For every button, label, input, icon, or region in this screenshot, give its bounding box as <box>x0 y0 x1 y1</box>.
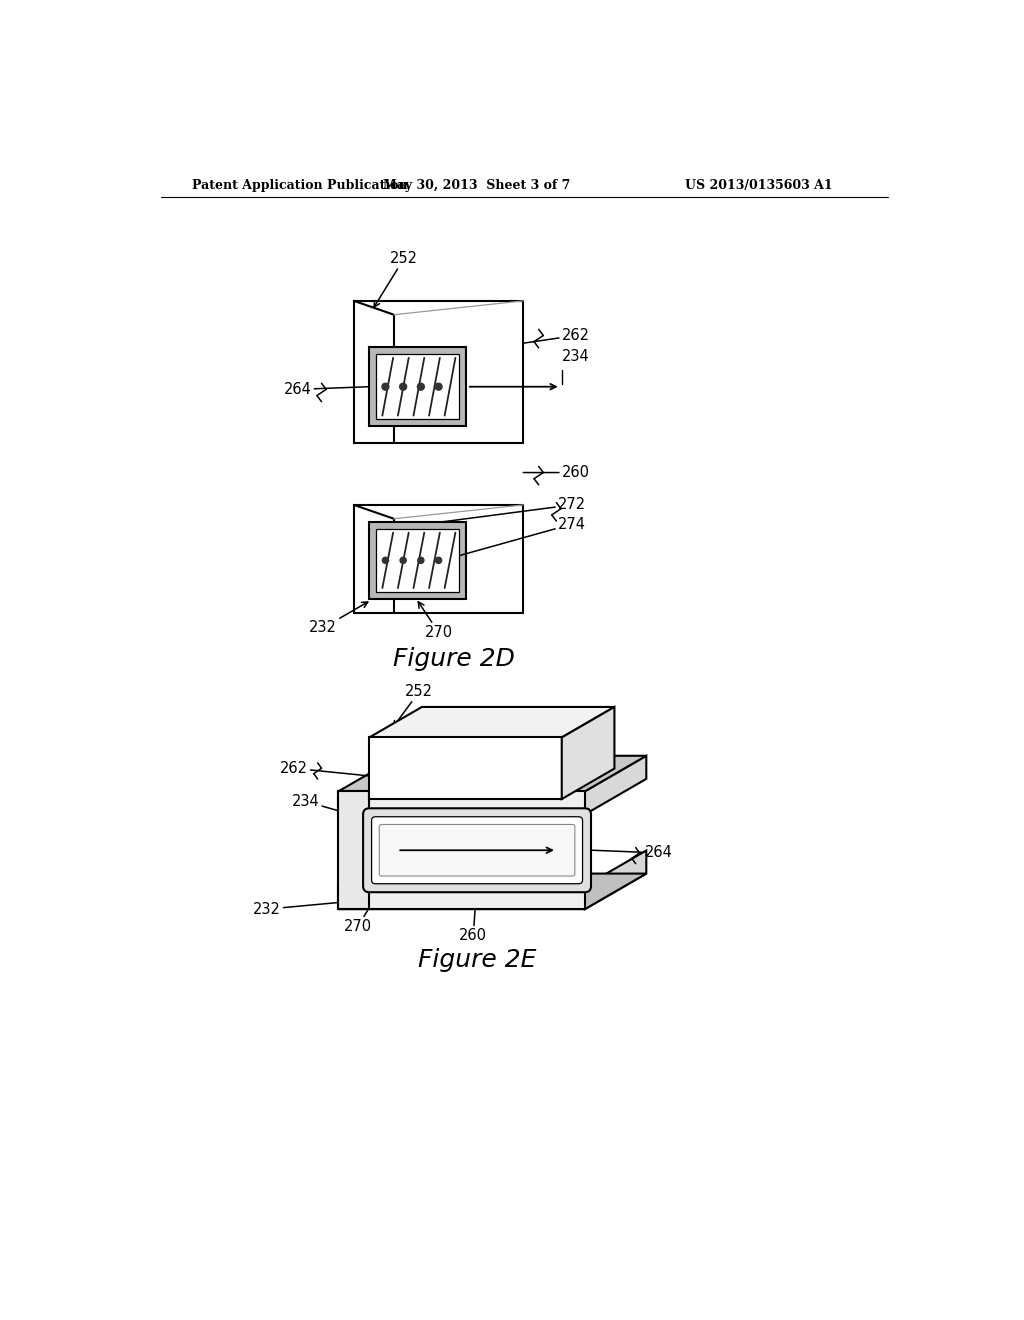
Bar <box>376 529 459 591</box>
Text: Patent Application Publication: Patent Application Publication <box>193 178 408 191</box>
Polygon shape <box>370 738 562 799</box>
Text: 232: 232 <box>253 900 344 916</box>
Bar <box>370 347 466 426</box>
Polygon shape <box>339 792 370 909</box>
Text: 270: 270 <box>419 602 453 640</box>
FancyBboxPatch shape <box>372 817 583 884</box>
Text: 232: 232 <box>309 602 368 635</box>
Text: US 2013/0135603 A1: US 2013/0135603 A1 <box>685 178 833 191</box>
Text: 272: 272 <box>442 498 586 521</box>
Bar <box>376 354 459 420</box>
Circle shape <box>418 383 424 391</box>
Bar <box>354 301 523 444</box>
Polygon shape <box>585 756 646 814</box>
Polygon shape <box>585 850 646 909</box>
Polygon shape <box>339 886 585 909</box>
Polygon shape <box>562 708 614 799</box>
Text: 260: 260 <box>523 465 590 480</box>
Text: 234: 234 <box>562 348 590 363</box>
FancyBboxPatch shape <box>364 808 591 892</box>
Bar <box>370 521 466 599</box>
Text: 264: 264 <box>284 381 370 397</box>
Polygon shape <box>370 708 614 738</box>
Text: 260: 260 <box>459 888 487 944</box>
Text: May 30, 2013  Sheet 3 of 7: May 30, 2013 Sheet 3 of 7 <box>383 178 570 191</box>
Circle shape <box>382 383 389 391</box>
Circle shape <box>382 557 388 564</box>
Text: 262: 262 <box>523 327 590 343</box>
FancyBboxPatch shape <box>379 825 574 876</box>
Polygon shape <box>339 756 646 792</box>
Circle shape <box>399 383 407 391</box>
Polygon shape <box>339 792 585 814</box>
Text: 262: 262 <box>280 760 370 776</box>
Text: 264: 264 <box>593 845 673 861</box>
Text: 234: 234 <box>292 793 368 820</box>
Text: Figure 2E: Figure 2E <box>418 948 537 972</box>
Polygon shape <box>339 874 646 909</box>
Circle shape <box>435 383 442 391</box>
Text: 252: 252 <box>393 684 433 727</box>
Bar <box>354 506 523 612</box>
Text: 270: 270 <box>344 887 382 935</box>
Text: 252: 252 <box>374 251 418 308</box>
Text: Figure 2D: Figure 2D <box>393 647 515 672</box>
Text: 274: 274 <box>442 516 586 561</box>
Circle shape <box>435 557 441 564</box>
Circle shape <box>400 557 407 564</box>
Circle shape <box>418 557 424 564</box>
